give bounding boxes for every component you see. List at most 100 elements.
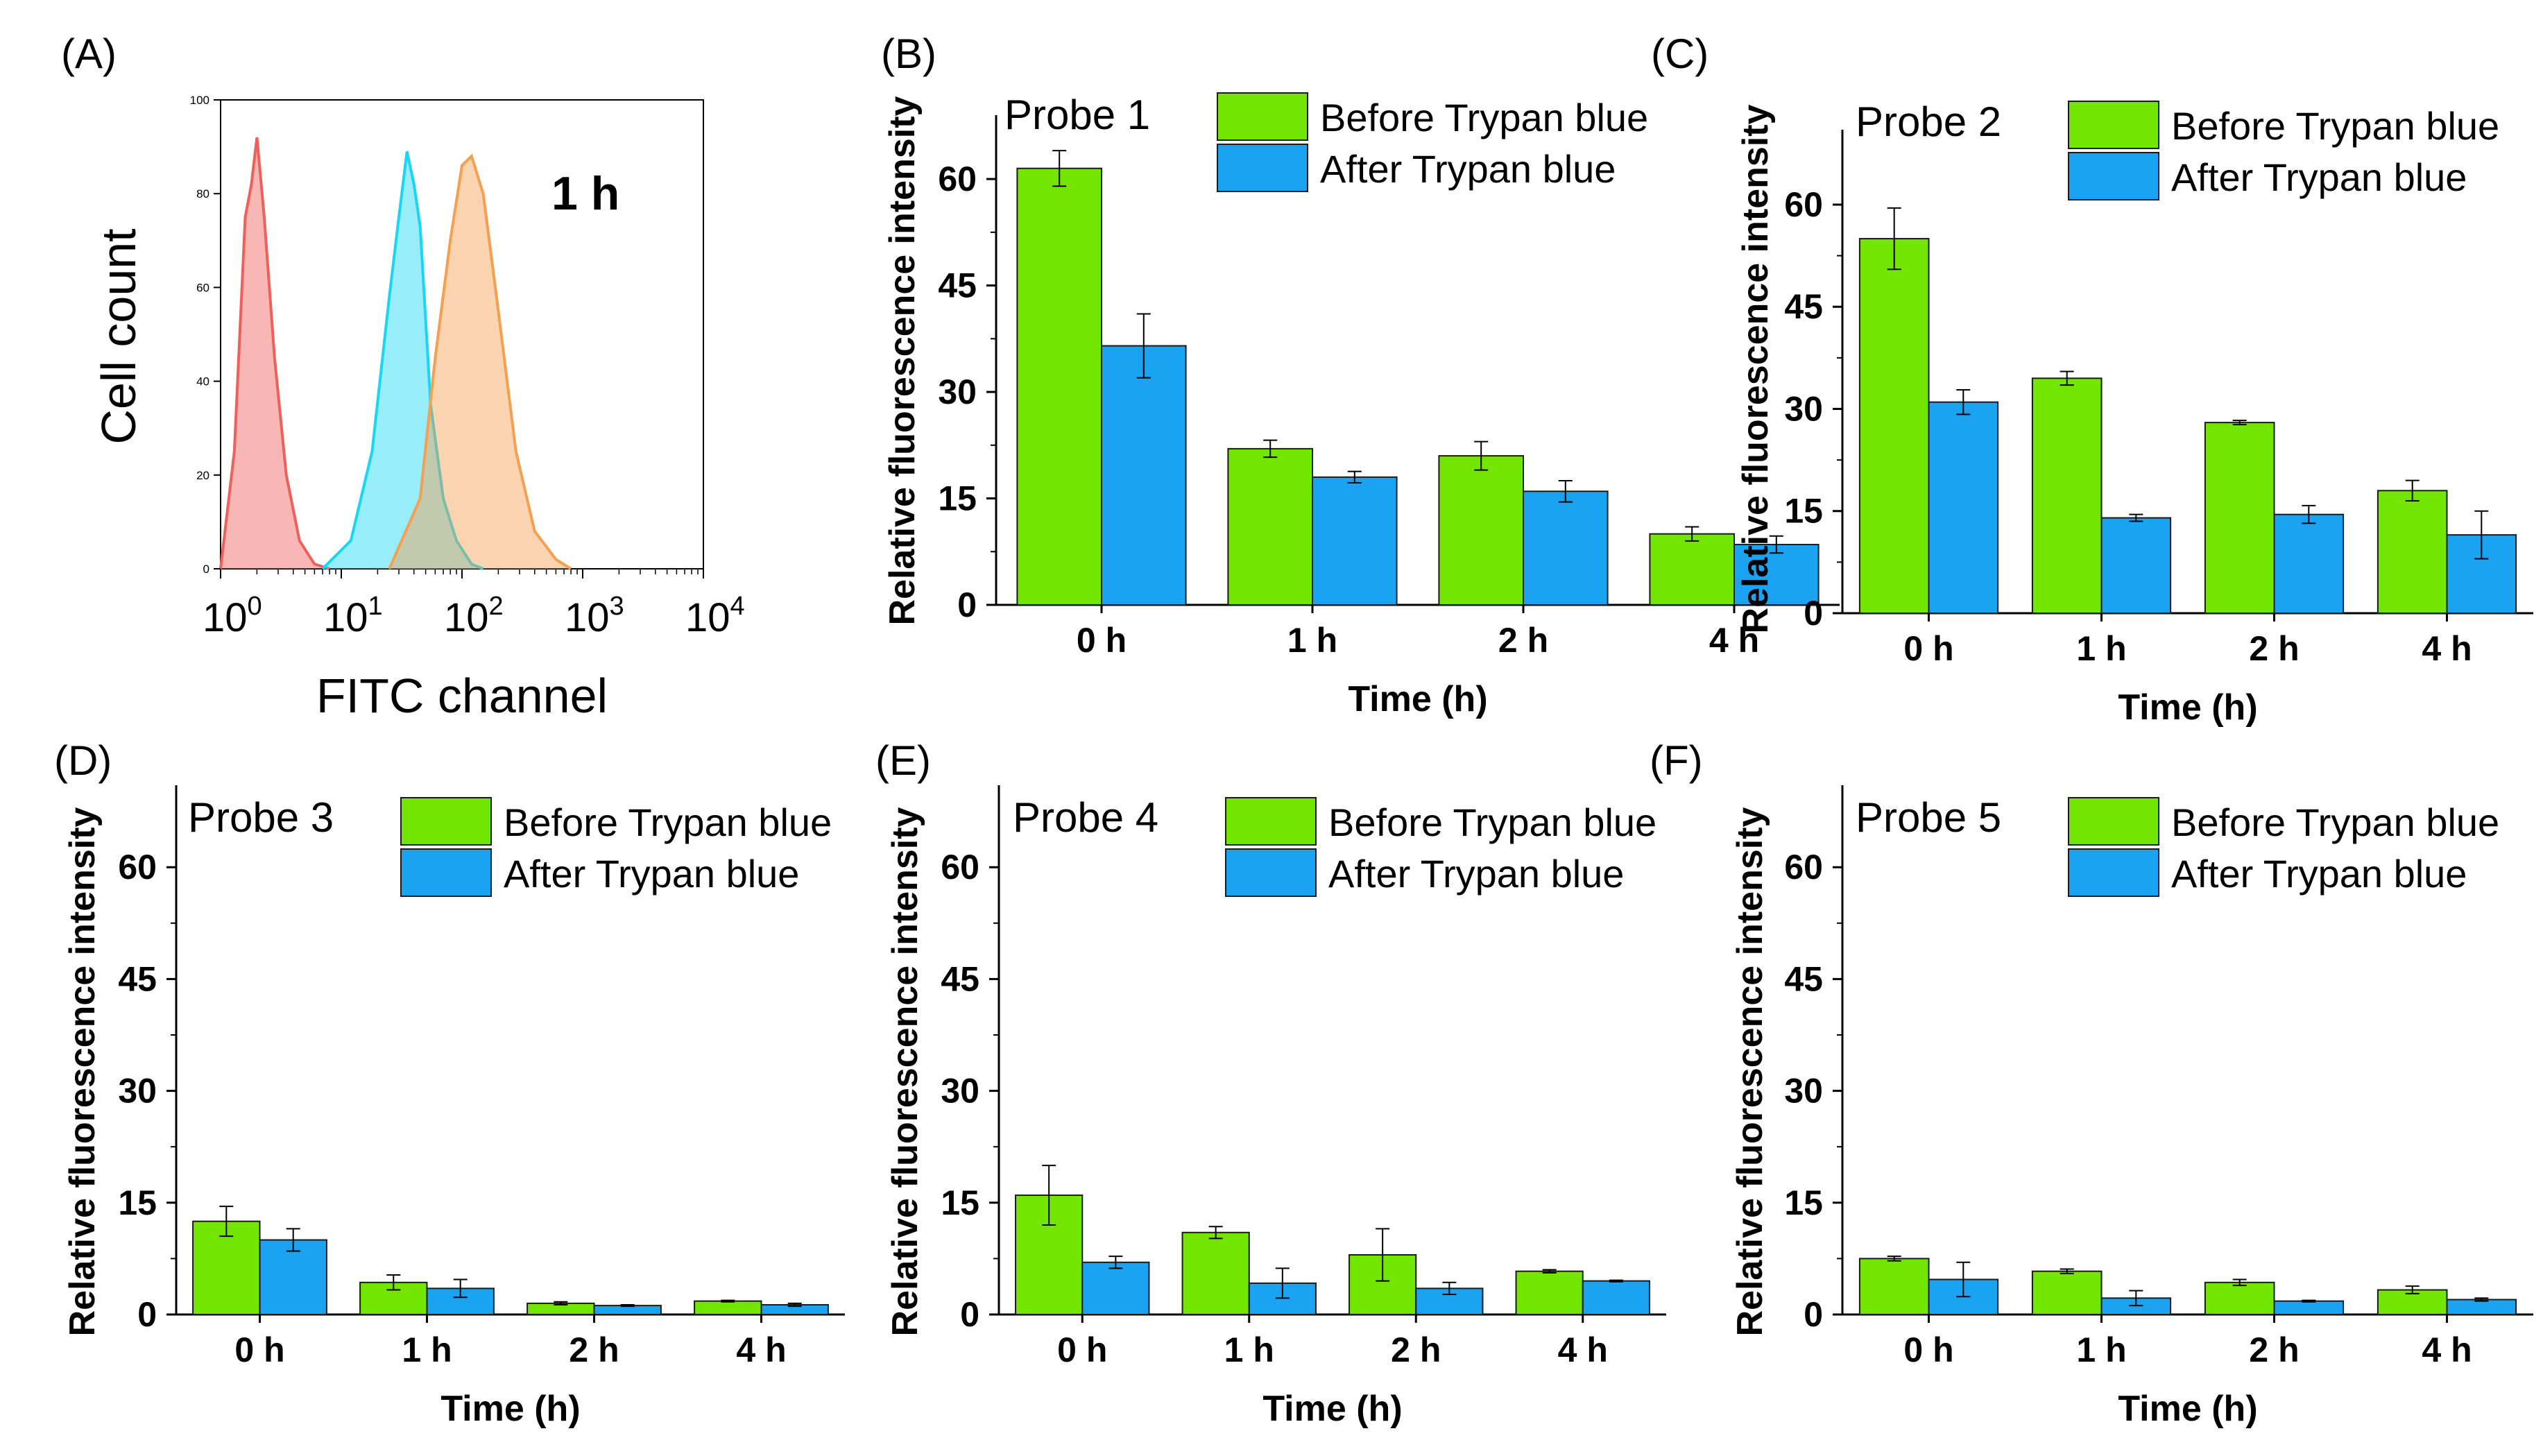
panel-label-b: (B): [881, 31, 936, 77]
x-tick-label: 1 h: [2076, 629, 2126, 668]
panel-c-bar-chart: (C) 0 15 30 45 60 0 h 1 h 2 h 4 h Time (h) Relative…: [1651, 31, 2533, 728]
legend-label-before: Before Trypan blue: [1320, 96, 1648, 139]
x-tick-label: 2 h: [1391, 1330, 1441, 1369]
flow-y-tick-label: 60: [196, 281, 209, 294]
x-tick-label: 2 h: [2249, 1330, 2299, 1369]
flow-y-tick-label: 20: [196, 469, 209, 482]
x-tick-label: 4 h: [2422, 629, 2472, 668]
flow-y-tick-label: 80: [196, 187, 209, 200]
bar-after: [1733, 544, 1820, 606]
x-axis-title: Time (h): [2118, 1389, 2257, 1429]
bar-after: [2446, 1299, 2517, 1316]
flow-x-tick-label: 104: [685, 592, 745, 640]
legend-swatch-after: [2068, 152, 2159, 200]
flow-histogram-line-orange: [388, 153, 572, 570]
legend-label-after: After Trypan blue: [2171, 155, 2467, 199]
legend-label-before: Before Trypan blue: [504, 800, 832, 844]
y-tick-label: 60: [941, 848, 979, 887]
legend-label-before: Before Trypan blue: [1328, 800, 1656, 844]
y-tick-label: 30: [941, 1072, 979, 1111]
flow-y-axis-ticks: 0 20 40 60 80 100: [190, 94, 221, 576]
y-tick-label: 15: [941, 1183, 979, 1222]
probe-title: Probe 2: [1856, 99, 2001, 145]
y-tick-label: 15: [1784, 492, 1823, 531]
probe-title: Probe 3: [188, 794, 334, 841]
legend-swatch-before: [1217, 92, 1308, 141]
y-tick-label: 60: [1784, 848, 1823, 887]
flow-x-tick-label: 101: [323, 592, 383, 640]
flow-histogram-line-red: [219, 137, 330, 570]
flow-x-axis-ticks: 100 101 102 103 104: [203, 569, 745, 640]
x-tick-label: 4 h: [1709, 621, 1759, 660]
y-tick-label: 0: [957, 585, 977, 624]
flow-histogram-fill-cyan: [323, 151, 483, 569]
bar-before: [1016, 167, 1103, 606]
legend-label-after: After Trypan blue: [1320, 147, 1616, 191]
y-axis-title: Relative fluorescence intensity: [882, 96, 923, 625]
bar-after: [1582, 1280, 1650, 1316]
bar-after: [1081, 1261, 1150, 1316]
y-tick-label: 60: [118, 848, 157, 887]
flow-x-tick-base: 10: [685, 595, 730, 640]
x-tick-label: 2 h: [569, 1330, 619, 1369]
x-tick-label: 0 h: [1057, 1330, 1107, 1369]
panel-label-d: (D): [54, 737, 112, 784]
legend-swatch-after: [1225, 848, 1317, 897]
legend-swatch-after: [1217, 144, 1308, 192]
y-tick-label: 15: [1784, 1183, 1823, 1222]
flow-x-tick-base: 10: [203, 595, 248, 640]
flow-plot-frame: [220, 99, 704, 569]
flow-histogram-curves: [219, 137, 572, 570]
y-axis-title: Relative fluorescence intensity: [1736, 104, 1776, 633]
x-tick-label: 2 h: [1498, 621, 1548, 660]
x-axis-title: Time (h): [1262, 1389, 1402, 1429]
x-tick-label: 0 h: [1903, 629, 1953, 668]
y-axis-title: Relative fluorescence intensity: [62, 807, 103, 1336]
x-axis-title: Time (h): [2118, 687, 2257, 728]
y-tick-label: 15: [938, 479, 977, 518]
panel-f-bar-chart: (F) 0 15 30 45 60 0 h 1 h 2 h 4 h Time (h) Relative…: [1650, 737, 2533, 1429]
x-tick-label: 0 h: [1077, 621, 1127, 660]
bar-before: [1858, 238, 1930, 614]
bar-before: [2204, 1281, 2275, 1316]
legend-swatch-before: [1225, 797, 1317, 846]
flow-x-tick-exponent: 0: [248, 592, 262, 621]
panel-e-bar-chart: (E) 0 15 30 45 60 0 h 1 h 2 h 4 h Time (h) Relative…: [875, 737, 1666, 1429]
flow-y-tick-label: 100: [190, 94, 209, 107]
y-tick-label: 45: [1784, 287, 1823, 326]
bar-after: [259, 1239, 327, 1315]
bar-after: [2273, 513, 2345, 614]
y-tick-label: 45: [938, 266, 977, 305]
x-tick-label: 2 h: [2249, 629, 2299, 668]
legend-label-before: Before Trypan blue: [2171, 104, 2499, 148]
probe-title: Probe 1: [1004, 92, 1150, 138]
bar-before: [1227, 447, 1314, 606]
bar-after: [1928, 401, 1999, 615]
flow-x-axis-title: FITC channel: [316, 669, 608, 723]
flow-x-tick-exponent: 1: [368, 592, 383, 621]
y-tick-label: 60: [938, 160, 977, 198]
bar-before: [1181, 1231, 1250, 1315]
panel-label-f: (F): [1650, 737, 1703, 784]
y-tick-label: 45: [1784, 959, 1823, 998]
flow-x-tick-exponent: 2: [489, 592, 504, 621]
x-tick-label: 1 h: [1287, 621, 1337, 660]
flow-x-tick-base: 10: [444, 595, 489, 640]
panel-label-e: (E): [875, 737, 931, 784]
y-tick-label: 45: [118, 959, 157, 998]
bar-before: [694, 1300, 762, 1316]
x-tick-label: 1 h: [402, 1330, 452, 1369]
y-tick-label: 30: [1784, 389, 1823, 428]
x-tick-label: 0 h: [1903, 1330, 1953, 1369]
flow-x-tick-base: 10: [323, 595, 368, 640]
legend-swatch-before: [2068, 101, 2159, 149]
flow-y-axis-title: Cell count: [92, 228, 146, 444]
y-tick-label: 60: [1784, 185, 1823, 224]
bar-after: [1523, 490, 1609, 606]
flow-time-label: 1 h: [551, 167, 619, 220]
bar-before: [1515, 1270, 1584, 1315]
y-tick-label: 0: [137, 1295, 157, 1334]
bar-after: [2273, 1300, 2345, 1316]
panel-d-bar-chart: (D) 0 15 30 45 60 0 h 1 h 2 h 4 h Time (h) Relative…: [54, 737, 845, 1429]
